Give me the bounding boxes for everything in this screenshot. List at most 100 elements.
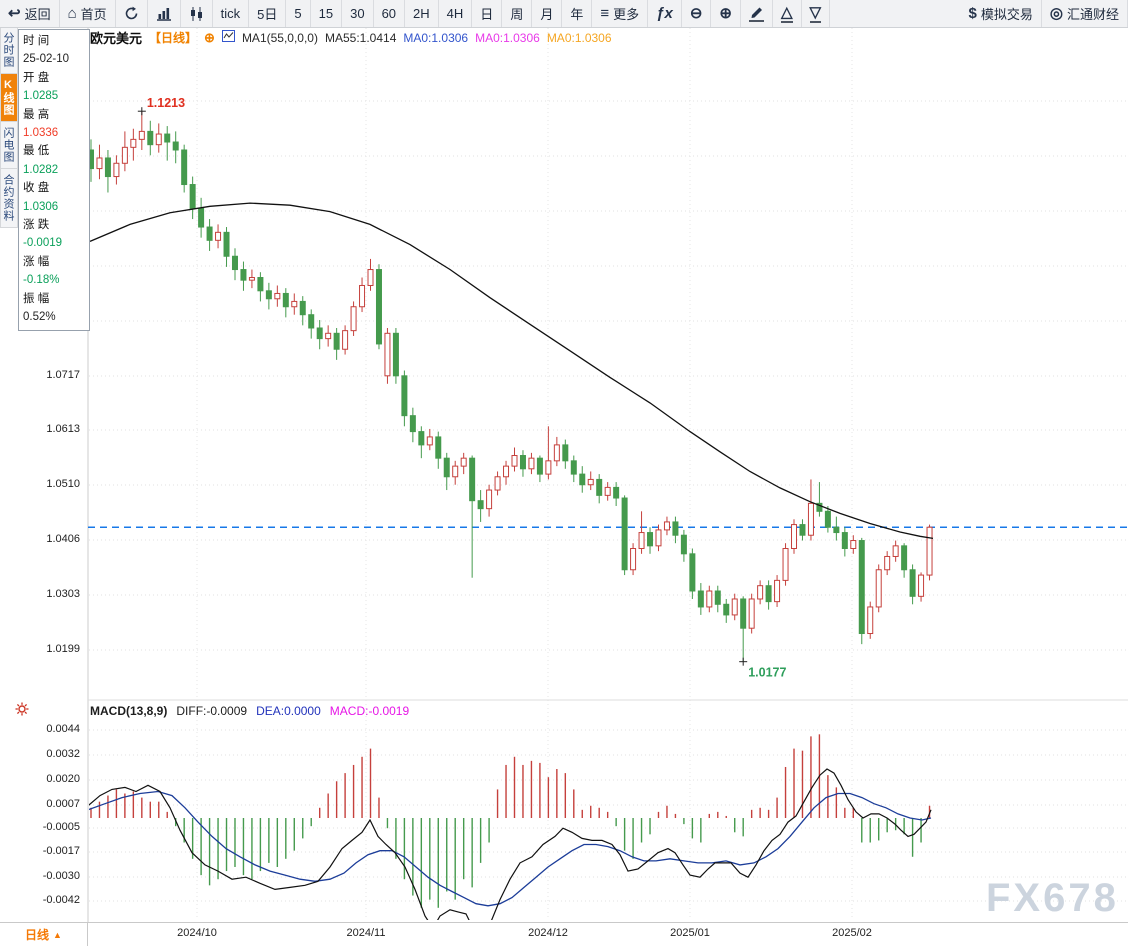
fx678-watermark: FX678 [986,876,1119,920]
macd-axis-tick: -0.0030 [42,870,80,882]
annotation-low: 1.0177 [739,657,786,680]
timeframe-selector[interactable]: 日线 ▲ [0,922,88,946]
toolbar-interval-tick-button[interactable]: tick [213,0,250,27]
ohlc-info-panel: 时 间 25-02-10 开 盘 1.0285 最 高 1.0336 最 低 1.0282 收 … [18,29,90,331]
toolbar-interval-week-button[interactable]: 周 [502,0,533,27]
candlestick-series [88,111,933,662]
toolbar-bar-chart-button[interactable] [148,0,181,27]
add-indicator-icon[interactable]: ⊕ [204,29,215,45]
toolbar-interval-month-label: 月 [540,7,554,22]
toolbar-home-button[interactable]: ⌂ 首页 [60,0,116,27]
info-label: 收 盘 [23,182,50,195]
time-axis-tick: 2024/10 [177,927,217,939]
bottom-divider [0,922,1128,923]
toolbar-interval-year-button[interactable]: 年 [562,0,593,27]
macd-axis-tick: 0.0044 [46,723,80,735]
toolbar-interval-2h-label: 2H [413,6,430,21]
toolbar-interval-5-button[interactable]: 5 [286,0,311,27]
tab-kline-chart[interactable]: K线图 [0,74,18,122]
symbol-name: 欧元美元 [90,31,143,46]
macd-settings-gear-icon[interactable] [15,702,29,721]
toolbar-interval-30-button[interactable]: 30 [342,0,374,27]
price-axis-tick: 1.0406 [46,533,80,545]
macd-header-row: MACD(13,8,9) DIFF:-0.0009 DEA:0.0000 MAC… [90,704,409,718]
ma0-value-magenta: MA0:1.0306 [475,30,540,45]
toolbar-interval-month-button[interactable]: 月 [532,0,563,27]
info-label: 涨 跌 [23,219,50,232]
price-axis-tick: 1.0510 [46,478,80,490]
toolbar-back-button[interactable]: ↩ 返回 [0,0,60,27]
toolbar-refresh-button[interactable] [116,0,148,27]
tab-flash-chart[interactable]: 闪电图 [0,122,18,169]
ma0-value-blue: MA0:1.0306 [403,30,469,45]
swirl-logo-icon: ◎ [1049,5,1063,22]
toolbar-zoom-in-button[interactable]: ⊕ [711,0,741,27]
svg-text:1.0177: 1.0177 [748,666,786,680]
time-axis-tick: 2025/01 [670,927,710,939]
timeframe-label: 日线 [25,928,50,942]
macd-axis-tick: -0.0042 [42,894,80,906]
time-axis-tick: 2024/12 [528,927,568,939]
macd-axis-tick: 0.0032 [46,748,80,760]
price-axis-tick: 1.0199 [46,643,80,655]
toolbar-interval-day-label: 日 [480,7,494,22]
toolbar-interval-day-button[interactable]: 日 [472,0,503,27]
macd-diff-value: DIFF:-0.0009 [176,704,248,718]
svg-text:1.1213: 1.1213 [147,96,185,110]
ma0-value-orange: MA0:1.0306 [546,30,612,45]
tab-contract-info[interactable]: 合约资料 [0,169,18,228]
back-icon: ↩ [8,5,21,22]
period-tag[interactable]: 【日线】 [149,31,198,45]
toolbar-interval-5d-button[interactable]: 5日 [249,0,287,27]
info-label: 振 幅 [23,292,50,305]
toolbar-back-label: 返回 [24,7,51,22]
toolbar-zoom-out-button[interactable]: ⊖ [682,0,712,27]
toolbar-indicators-button[interactable]: ƒx [648,0,682,27]
toolbar-interval-15-button[interactable]: 15 [311,0,343,27]
gridlines [87,27,1128,922]
annotation-high: 1.1213 [137,96,185,116]
info-value: 1.0336 [23,127,59,140]
toolbar-huitong-finance-button[interactable]: ◎ 汇通财经 [1042,0,1128,27]
macd-axis-tick: 0.0020 [46,773,80,785]
macd-axis-tick: -0.0005 [42,821,80,833]
mini-chart-icon[interactable] [221,30,235,45]
zoom-out-icon: ⊖ [689,5,703,22]
info-label: 最 低 [23,145,50,158]
info-value: 0.52% [23,311,56,324]
toolbar-candle-chart-button[interactable] [181,0,213,27]
price-axis-tick: 1.0717 [46,369,80,381]
toolbar-interval-5d-label: 5日 [257,7,278,22]
toolbar-sim-trade-label: 模拟交易 [980,7,1033,22]
info-value: -0.0019 [23,237,63,250]
toolbar-interval-4h-label: 4H [446,6,464,21]
toolbar-more-button[interactable]: ≡ 更多 [592,0,649,27]
macd-axis-tick: -0.0017 [42,845,80,857]
toolbar-interval-year-label: 年 [570,7,584,22]
menu-icon: ≡ [600,5,610,22]
macd-axis-tick: 0.0007 [46,798,80,810]
bar-chart-icon [156,7,172,21]
chart-title-row: 欧元美元 【日线】 ⊕ MA1(55,0,0,0) MA55:1.0414 MA… [90,28,612,47]
toolbar-marker-down-button[interactable]: ▽ [802,0,831,27]
tab-time-share-chart[interactable]: 分时图 [0,27,18,74]
toolbar-interval-tick-label: tick [220,6,241,21]
time-axis-tick: 2025/02 [832,927,872,939]
zoom-in-icon: ⊕ [719,5,732,22]
ma-settings-label: MA1(55,0,0,0) [241,30,318,45]
toolbar-interval-60-button[interactable]: 60 [374,0,406,27]
toolbar-sim-trade-button[interactable]: $ 模拟交易 [961,0,1042,27]
toolbar-interval-4h-button[interactable]: 4H [439,0,473,27]
info-label: 开 盘 [23,71,50,84]
info-label: 涨 幅 [23,255,50,268]
toolbar-home-label: 首页 [80,7,107,22]
price-axis-tick: 1.0613 [46,423,80,435]
toolbar-interval-2h-button[interactable]: 2H [405,0,439,27]
refresh-icon [124,6,139,21]
toolbar-marker-up-button[interactable]: △ [773,0,802,27]
toolbar-draw-button[interactable] [741,0,773,27]
left-tab-strip: 分时图 K线图 闪电图 合约资料 [0,27,18,228]
toolbar-huitong-finance-label: 汇通财经 [1066,7,1119,22]
toolbar-interval-5-label: 5 [294,6,302,21]
